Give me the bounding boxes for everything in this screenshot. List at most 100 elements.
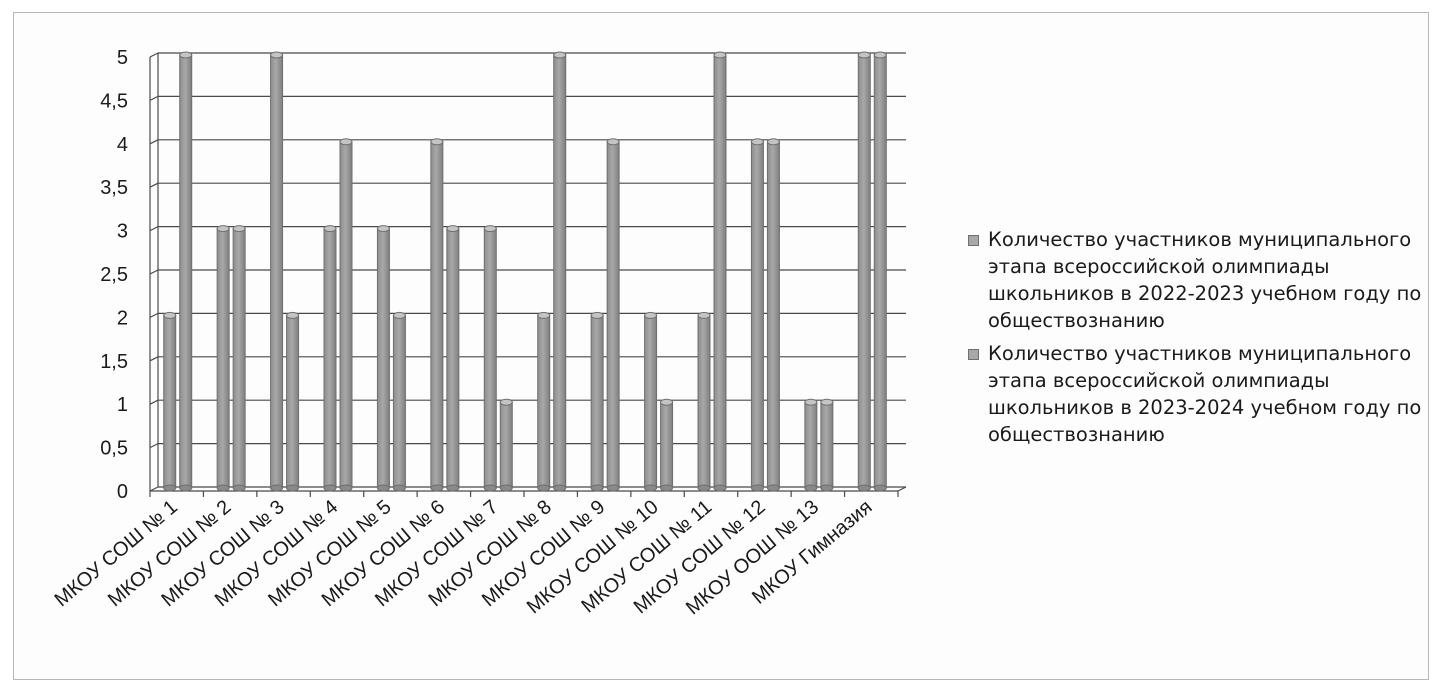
bar-series-2	[232, 225, 246, 492]
bar-top	[483, 225, 497, 233]
legend-item-series-2: Количество участников муниципального эта…	[968, 340, 1436, 448]
bar-series-1	[323, 225, 337, 492]
bar-base	[713, 484, 727, 492]
y-tick-label: 5	[117, 47, 128, 69]
gridline-depth	[149, 356, 159, 362]
bar-base	[392, 484, 406, 492]
bar-series-2	[820, 398, 834, 492]
bar-series-1	[163, 311, 177, 492]
bar-series-2	[713, 51, 727, 492]
bar-base	[644, 484, 658, 492]
bar-base	[232, 484, 246, 492]
bar-series-2	[766, 138, 780, 492]
bar-series-1	[590, 311, 604, 492]
bar-body	[606, 141, 620, 489]
y-tick-label: 3	[117, 221, 128, 243]
y-tick-label: 2	[117, 307, 128, 329]
bar-top	[713, 51, 727, 59]
bars	[163, 51, 887, 492]
bar-body	[392, 314, 406, 489]
bar-base	[376, 484, 390, 492]
bar-series-1	[644, 311, 658, 492]
bar-base	[430, 484, 444, 492]
legend: Количество участников муниципального эта…	[968, 226, 1436, 454]
bar-series-1	[804, 398, 818, 492]
y-tick-label: 1	[117, 394, 128, 416]
bar-body	[430, 141, 444, 489]
bar-body	[179, 54, 193, 489]
bar-base	[553, 484, 567, 492]
bar-top	[553, 51, 567, 59]
legend-item-series-1: Количество участников муниципального эта…	[968, 226, 1436, 334]
bar-top	[820, 398, 834, 406]
bar-series-1	[750, 138, 764, 492]
bar-top	[270, 51, 284, 59]
bar-series-2	[873, 51, 887, 492]
bar-top	[644, 311, 658, 319]
bar-top	[590, 311, 604, 319]
bar-base	[163, 484, 177, 492]
y-tick-label: 4	[117, 134, 128, 156]
bar-base	[537, 484, 551, 492]
bar-series-2	[660, 398, 674, 492]
bar-base	[339, 484, 353, 492]
bar-top	[697, 311, 711, 319]
bar-series-1	[376, 225, 390, 492]
gridline-depth	[149, 312, 159, 318]
bar-body	[697, 314, 711, 489]
gridline-depth	[149, 226, 159, 232]
bar-top	[446, 225, 460, 233]
bar-base	[286, 484, 300, 492]
bar-body	[232, 228, 246, 489]
bar-body	[857, 54, 871, 489]
bar-top	[392, 311, 406, 319]
bar-top	[430, 138, 444, 146]
bar-series-2	[179, 51, 193, 492]
bar-body	[873, 54, 887, 489]
y-tick-label: 4,5	[100, 90, 128, 112]
bar-top	[804, 398, 818, 406]
gridline-depth	[149, 95, 159, 101]
bar-body	[537, 314, 551, 489]
bar-base	[766, 484, 780, 492]
bar-base	[216, 484, 230, 492]
bar-top	[537, 311, 551, 319]
bar-base	[446, 484, 460, 492]
bar-base	[323, 484, 337, 492]
bar-top	[660, 398, 674, 406]
bar-series-1	[430, 138, 444, 492]
bar-base	[750, 484, 764, 492]
bar-top	[339, 138, 353, 146]
bar-body	[499, 401, 513, 489]
gridline-depth	[149, 139, 159, 145]
bar-body	[820, 401, 834, 489]
y-tick-label: 0	[117, 481, 128, 503]
bar-base	[820, 484, 834, 492]
bar-series-2	[446, 225, 460, 492]
bar-series-2	[499, 398, 513, 492]
bar-base	[499, 484, 513, 492]
y-tick-label: 3,5	[100, 177, 128, 199]
bar-body	[163, 314, 177, 489]
legend-swatch-series-1	[968, 235, 979, 246]
bar-top	[499, 398, 513, 406]
bar-series-1	[857, 51, 871, 492]
bar-series-2	[553, 51, 567, 492]
bar-body	[750, 141, 764, 489]
bar-body	[216, 228, 230, 489]
legend-swatch-series-2	[968, 349, 979, 360]
bar-base	[857, 484, 871, 492]
bar-top	[606, 138, 620, 146]
bar-series-1	[270, 51, 284, 492]
legend-label-series-1: Количество участников муниципального эта…	[988, 228, 1422, 332]
gridline-depth	[149, 182, 159, 188]
bar-base	[697, 484, 711, 492]
bar-series-1	[537, 311, 551, 492]
bar-body	[590, 314, 604, 489]
bar-body	[286, 314, 300, 489]
gridline-depth	[149, 52, 159, 58]
bar-body	[270, 54, 284, 489]
bar-base	[873, 484, 887, 492]
